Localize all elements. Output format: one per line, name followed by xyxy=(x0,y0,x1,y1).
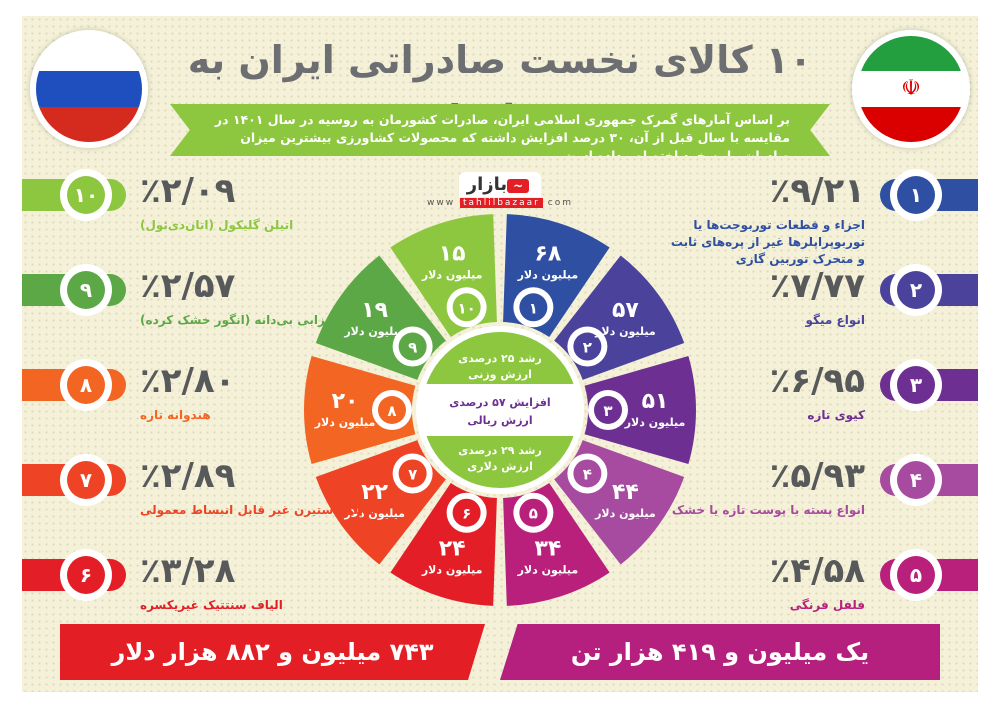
segment-unit: میلیون دلار xyxy=(314,416,376,429)
side-label: پلی استیرن غیر قابل انبساط معمولی xyxy=(140,503,364,517)
russia-flag xyxy=(30,30,148,148)
segment-unit: میلیون دلار xyxy=(343,325,405,338)
total-weight-banner: یک میلیون و ۴۱۹ هزار تن xyxy=(500,624,940,680)
side-rank-badge: ۳ xyxy=(890,359,942,411)
side-rank-badge: ۸ xyxy=(60,359,112,411)
wheel-segment-1: ۱ ۶۸ میلیون دلار xyxy=(503,214,610,338)
side-label: انواع پسته با پوست تازه یا خشک xyxy=(671,503,865,517)
segment-value: ۲۰ xyxy=(332,389,359,414)
segment-value: ۲۴ xyxy=(439,536,466,561)
segment-unit: میلیون دلار xyxy=(517,269,579,282)
side-rank-badge: ۱ xyxy=(890,169,942,221)
center-mid-line2: ارزش ریالی xyxy=(467,414,532,427)
segment-unit: میلیون دلار xyxy=(594,507,656,520)
segment-shape xyxy=(304,355,416,465)
side-percent: ٪۴/۵۸ xyxy=(769,551,865,591)
side-percent: ٪۲/۵۷ xyxy=(140,266,236,306)
side-label: اتیلن گلیکول (اتان‌دی‌ئول) xyxy=(140,218,294,232)
side-percent: ٪۲/۸۰ xyxy=(140,361,236,401)
logo-url: www tahlilbazaar com xyxy=(426,198,573,208)
rank-badge xyxy=(452,498,481,527)
rank-number: ۳ xyxy=(603,402,612,420)
side-percent: ٪۲/۸۹ xyxy=(140,456,236,496)
side-label: تیزابی بی‌دانه (انگور خشک کرده) xyxy=(140,313,335,327)
wheel-segment-3: ۳ ۵۱ میلیون دلار xyxy=(584,355,696,465)
side-rank-badge: ۷ xyxy=(60,454,112,506)
rank-number: ۶ xyxy=(462,505,471,523)
center-bot-line1: رشد ۲۹ درصدی xyxy=(458,444,542,457)
segment-value: ۱۹ xyxy=(361,298,388,323)
side-label: اجزاء و قطعات توربوجت‌ها یا توربوپراپلره… xyxy=(670,218,865,266)
wheel-segment-2: ۲ ۵۷ میلیون دلار xyxy=(554,255,685,380)
side-label: هندوانه تازه xyxy=(140,408,211,422)
center-summary: رشد ۲۵ درصدی ارزش وزنی افزایش ۵۷ درصدی ارزش… xyxy=(416,326,584,494)
side-label: کیوی تازه xyxy=(807,408,865,422)
segment-unit: میلیون دلار xyxy=(343,507,405,520)
segment-unit: میلیون دلار xyxy=(517,563,579,576)
side-rank-badge: ۵ xyxy=(890,549,942,601)
center-mid-line1: افزایش ۵۷ درصدی xyxy=(449,396,550,409)
segment-value: ۱۵ xyxy=(439,242,466,267)
total-value-banner: ۷۴۳ میلیون و ۸۸۲ هزار دلار xyxy=(60,624,485,680)
rank-badge xyxy=(398,332,427,361)
side-percent: ٪۷/۷۷ xyxy=(769,266,865,306)
rank-badge xyxy=(452,293,481,322)
side-percent: ٪۹/۲۱ xyxy=(769,171,865,211)
rank-badge xyxy=(594,396,622,424)
rank-number: ۲ xyxy=(583,339,592,357)
wheel-segment-9: ۹ ۱۹ میلیون دلار xyxy=(315,255,446,380)
wheel-segment-8: ۸ ۲۰ میلیون دلار xyxy=(304,355,416,465)
center-top-line1: رشد ۲۵ درصدی xyxy=(458,352,542,365)
wheel-segment-10: ۱۰ ۱۵ میلیون دلار xyxy=(390,214,497,338)
segment-unit: میلیون دلار xyxy=(421,269,483,282)
side-percent: ٪۳/۲۸ xyxy=(140,551,236,591)
rank-badge xyxy=(519,498,548,527)
rank-number: ۱۰ xyxy=(457,299,475,317)
logo: ~بازار xyxy=(450,172,550,197)
rank-badge xyxy=(573,332,602,361)
rank-number: ۱ xyxy=(529,299,538,317)
rank-number: ۷ xyxy=(408,465,417,483)
side-label: انواع میگو xyxy=(805,313,865,327)
segment-unit: میلیون دلار xyxy=(624,416,686,429)
iran-flag: ☫ xyxy=(852,30,970,148)
rank-number: ۹ xyxy=(408,339,417,357)
rank-badge xyxy=(519,293,548,322)
rank-badge xyxy=(398,459,427,488)
side-rank-badge: ۹ xyxy=(60,264,112,316)
center-bot-line2: ارزش دلاری xyxy=(467,460,533,473)
segment-value: ۲۲ xyxy=(361,480,388,505)
center-top-line2: ارزش وزنی xyxy=(468,368,532,381)
wheel-segment-5: ۵ ۳۴ میلیون دلار xyxy=(503,482,610,606)
side-rank-badge: ۲ xyxy=(890,264,942,316)
segment-unit: میلیون دلار xyxy=(594,325,656,338)
rank-number: ۵ xyxy=(529,505,538,523)
segment-shape xyxy=(584,355,696,465)
side-rank-badge: ۱۰ xyxy=(60,169,112,221)
segment-value: ۳۴ xyxy=(534,536,561,561)
wheel-segment-6: ۶ ۲۴ میلیون دلار xyxy=(390,482,497,606)
rank-badge xyxy=(378,396,406,424)
rank-number: ۸ xyxy=(387,402,396,420)
segment-value: ۴۴ xyxy=(612,480,639,505)
side-label: فلفل فرنگی xyxy=(789,598,865,612)
side-label: الیاف سنتتیک غیریکسره xyxy=(140,598,283,612)
segment-value: ۵۷ xyxy=(612,298,639,323)
segment-unit: میلیون دلار xyxy=(421,563,483,576)
side-percent: ٪۶/۹۵ xyxy=(769,361,865,401)
rank-number: ۴ xyxy=(583,465,592,483)
rank-badge xyxy=(573,459,602,488)
segment-value: ۶۸ xyxy=(534,242,561,267)
side-rank-badge: ۴ xyxy=(890,454,942,506)
wheel-segment-7: ۷ ۲۲ میلیون دلار xyxy=(315,440,446,565)
segment-value: ۵۱ xyxy=(642,389,669,414)
intro-ribbon: بر اساس آمارهای گمرک جمهوری اسلامی ایران… xyxy=(170,104,830,156)
side-percent: ٪۵/۹۳ xyxy=(769,456,865,496)
side-rank-badge: ۶ xyxy=(60,549,112,601)
logo-wave-icon: ~ xyxy=(507,179,530,193)
side-percent: ٪۲/۰۹ xyxy=(140,171,236,211)
